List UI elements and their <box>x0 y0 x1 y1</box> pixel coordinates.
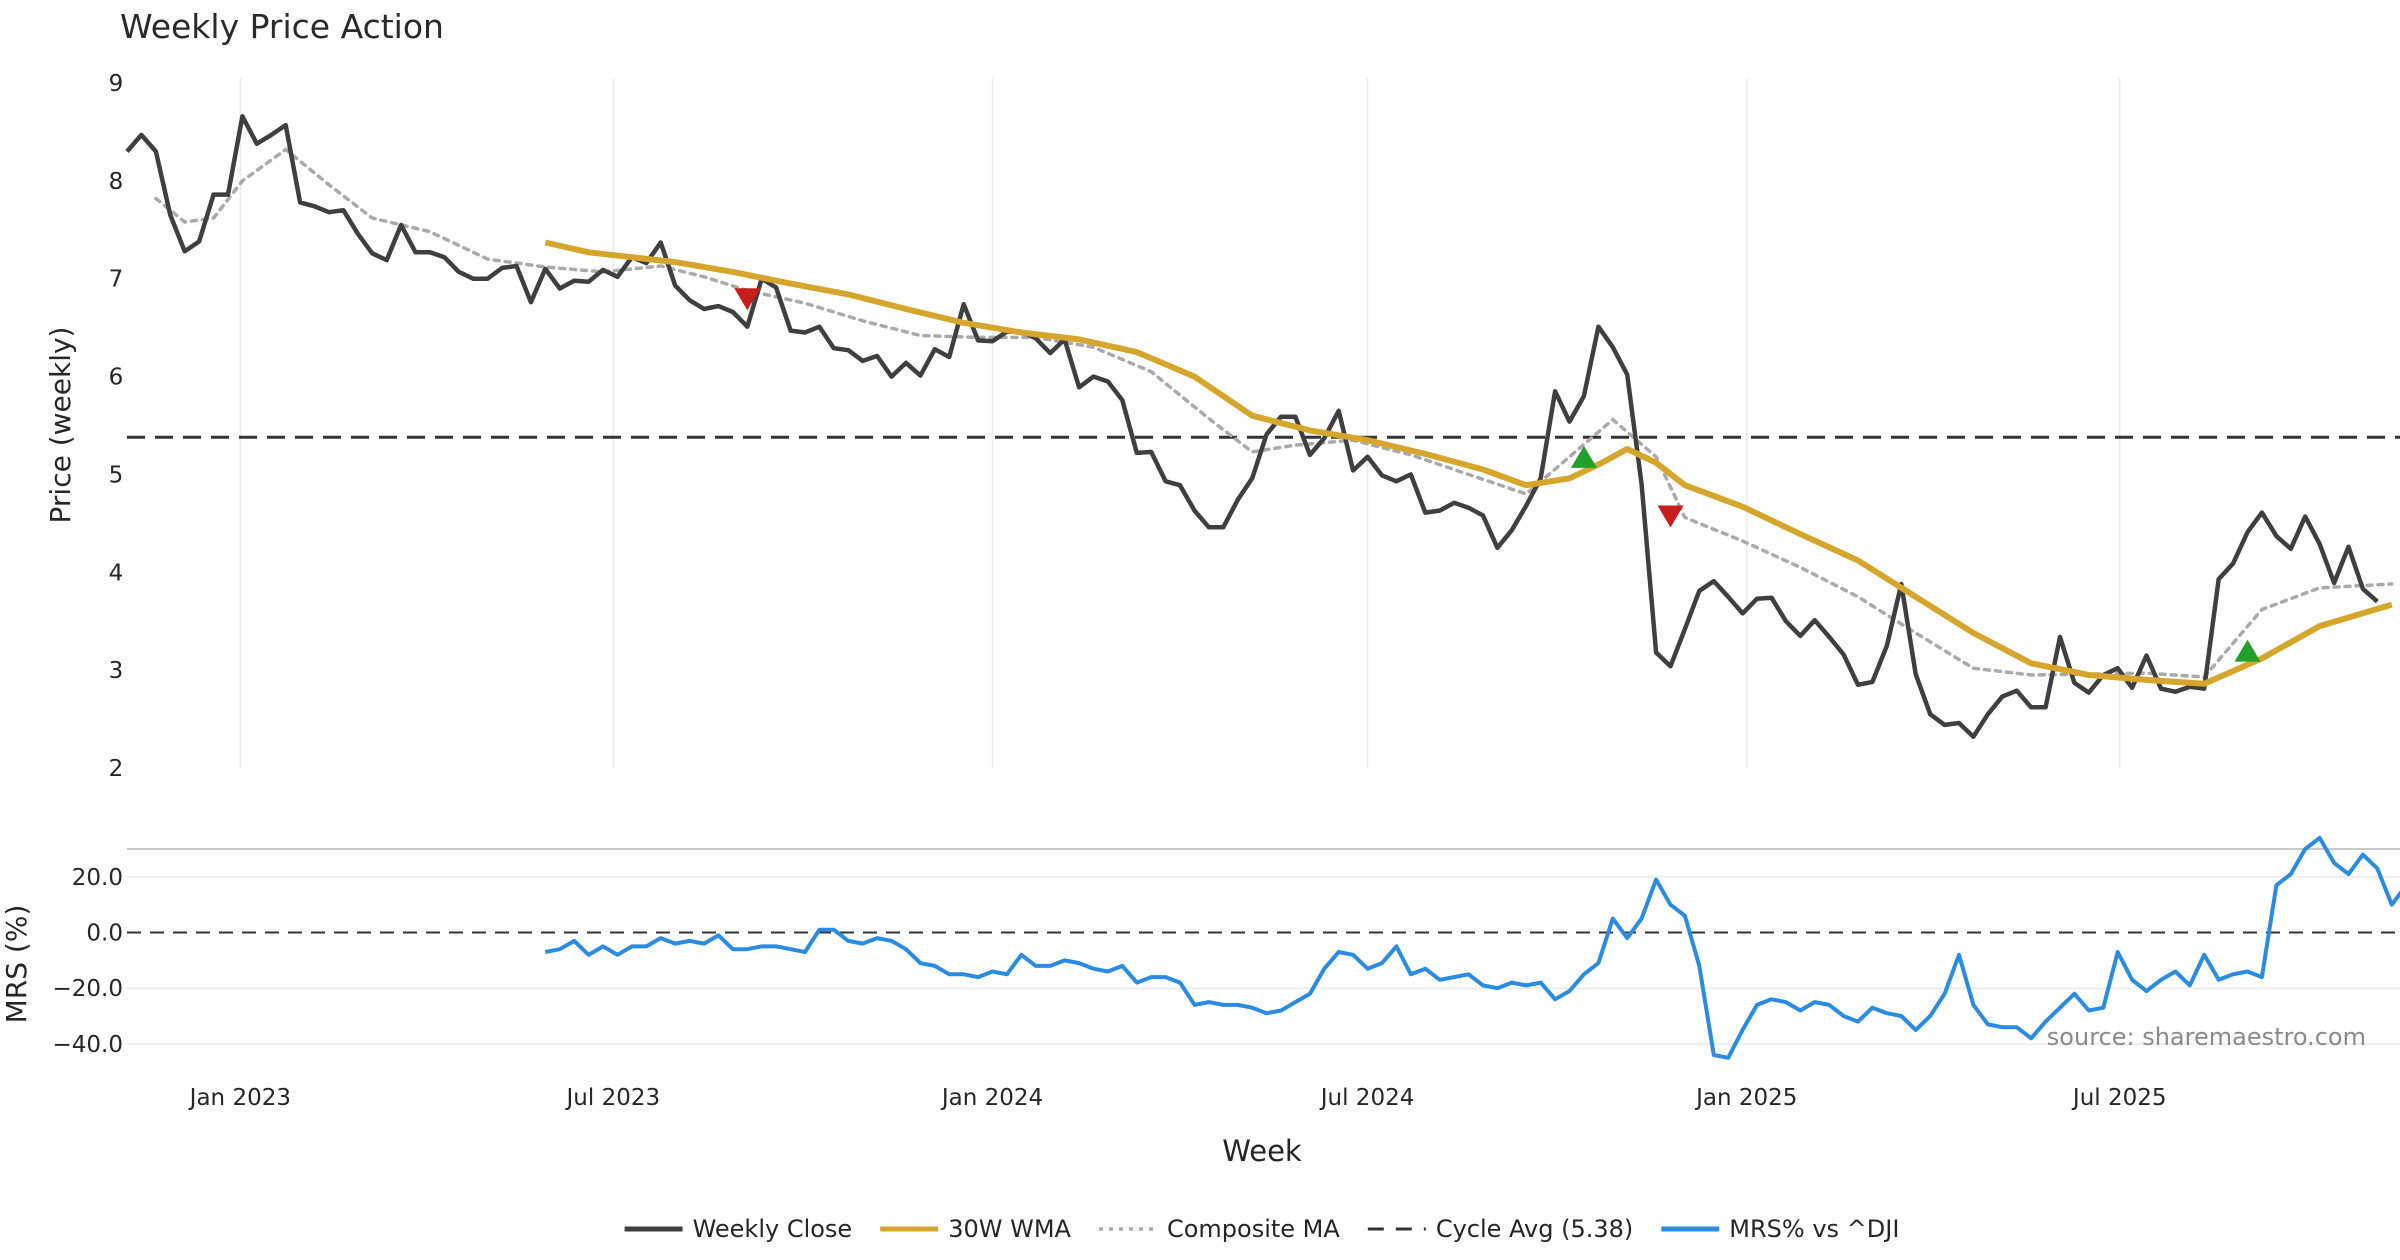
legend-label-0: Weekly Close <box>693 1215 853 1243</box>
x-tick-3: Jul 2024 <box>1319 1085 1415 1111</box>
signal-sell-0 <box>734 288 761 311</box>
mrs-y-tick-3: −40.0 <box>53 1032 123 1058</box>
price-y-tick-2: 4 <box>109 560 124 586</box>
price-y-tick-1: 3 <box>109 658 124 684</box>
signal-buy-1 <box>1570 445 1597 468</box>
x-tick-0: Jan 2023 <box>188 1085 291 1111</box>
legend-label-2: Composite MA <box>1167 1215 1340 1243</box>
x-axis-label: Week <box>1222 1134 1302 1168</box>
mrs-panel-grid <box>127 876 2400 1045</box>
series-weekly-close <box>125 114 2379 739</box>
x-tick-1: Jul 2023 <box>565 1085 661 1111</box>
price-y-ticks: 2 3 4 5 6 7 8 9 <box>109 71 124 782</box>
x-tick-4: Jan 2025 <box>1694 1085 1797 1111</box>
price-y-tick-6: 8 <box>109 169 124 195</box>
price-y-tick-0: 2 <box>109 756 124 782</box>
series-30w-wma <box>544 239 2393 687</box>
mrs-y-axis-label: MRS (%) <box>0 905 33 1024</box>
chart-title: Weekly Price Action <box>120 7 444 46</box>
price-y-tick-7: 9 <box>109 71 124 97</box>
series-mrs <box>544 835 2400 1060</box>
legend-label-1: 30W WMA <box>948 1215 1071 1243</box>
signal-markers <box>734 288 2261 662</box>
price-panel-grid <box>239 78 2121 768</box>
signal-buy-3 <box>2234 639 2261 662</box>
price-y-tick-4: 6 <box>109 365 124 391</box>
legend: Weekly Close 30W WMA Composite MA Cycle Avg… <box>624 1215 1899 1243</box>
signal-sell-2 <box>1657 505 1684 528</box>
legend-label-3: Cycle Avg (5.38) <box>1436 1215 1633 1243</box>
x-ticks: Jan 2023 Jul 2023 Jan 2024 Jul 2024 Jan 2025… <box>188 1085 2167 1111</box>
price-y-tick-3: 5 <box>109 462 124 488</box>
legend-label-4: MRS% vs ^DJI <box>1729 1215 1899 1243</box>
source-note: source: sharemaestro.com <box>2047 1023 2366 1051</box>
mrs-y-tick-1: 0.0 <box>86 921 123 947</box>
mrs-y-tick-2: −20.0 <box>53 976 123 1002</box>
price-y-tick-5: 7 <box>109 267 124 293</box>
price-y-axis-label: Price (weekly) <box>44 327 77 524</box>
x-tick-2: Jan 2024 <box>940 1085 1043 1111</box>
mrs-y-tick-0: 20.0 <box>72 865 123 891</box>
series-composite-ma <box>154 147 2394 679</box>
mrs-y-ticks: 20.0 0.0 −20.0 −40.0 <box>53 865 123 1058</box>
x-tick-5: Jul 2025 <box>2071 1085 2167 1111</box>
